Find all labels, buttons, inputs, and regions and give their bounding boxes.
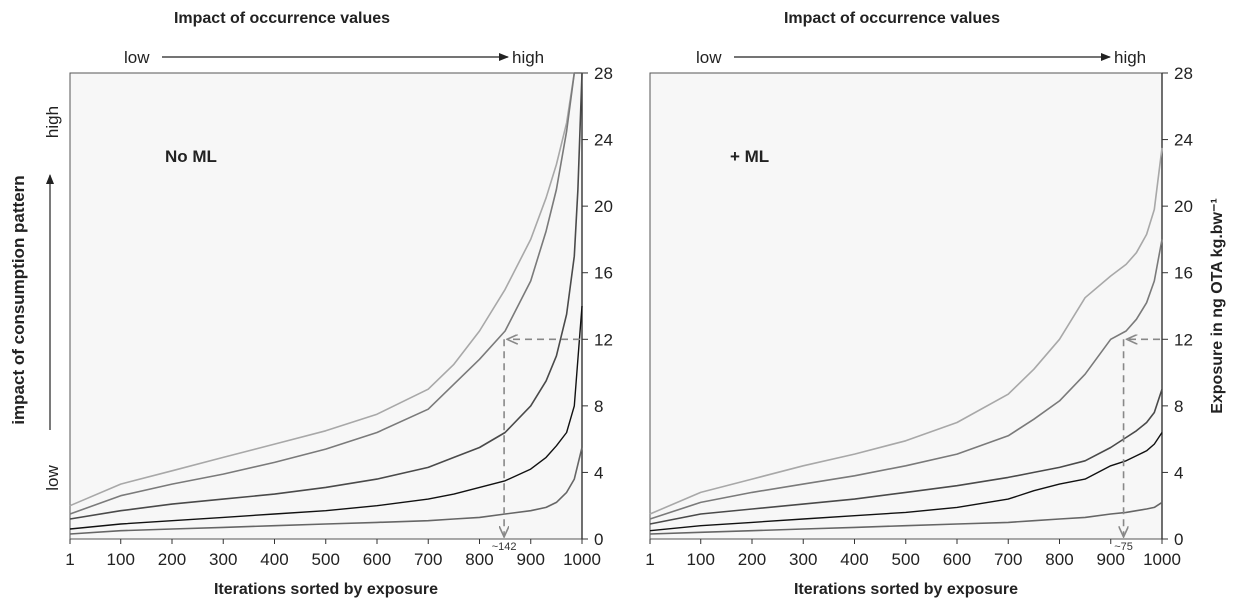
x-tick-label: 700 xyxy=(994,550,1022,569)
plot-area xyxy=(70,73,582,539)
panel-no-ml: Impact of occurrence values low high No ML 1… xyxy=(65,10,613,598)
y-tick-label: 4 xyxy=(594,463,603,482)
consumption-high-label: high xyxy=(43,106,62,138)
x-tick-label: 800 xyxy=(465,550,493,569)
x-tick-label: 900 xyxy=(517,550,545,569)
y-tick-label: 8 xyxy=(1174,397,1183,416)
x-tick-label: 1 xyxy=(65,550,74,569)
occurrence-high-label: high xyxy=(1114,48,1146,67)
x-tick-label: 100 xyxy=(107,550,135,569)
chart-title: Impact of occurrence values xyxy=(174,10,390,27)
y-tick-label: 16 xyxy=(594,264,613,283)
x-tick-label: 600 xyxy=(363,550,391,569)
consumption-axis: impact of consumption pattern low high xyxy=(9,106,62,491)
plot-area xyxy=(650,73,1162,539)
x-tick-label: 1000 xyxy=(563,550,601,569)
panel-label: No ML xyxy=(165,147,217,166)
y-tick-label: 24 xyxy=(594,131,613,150)
y-axis-label: Exposure in ng OTA kg.bw⁻¹ xyxy=(1209,198,1226,414)
annotation-label: ~142 xyxy=(492,541,517,553)
x-tick-label: 1 xyxy=(645,550,654,569)
y-tick-label: 4 xyxy=(1174,463,1183,482)
panel-label: + ML xyxy=(730,147,769,166)
x-tick-label: 400 xyxy=(840,550,868,569)
consumption-low-label: low xyxy=(43,465,62,491)
y-tick-label: 28 xyxy=(594,64,613,83)
y-tick-label: 24 xyxy=(1174,131,1193,150)
y-tick-label: 16 xyxy=(1174,264,1193,283)
x-tick-label: 400 xyxy=(260,550,288,569)
consumption-axis-label: impact of consumption pattern xyxy=(9,175,28,424)
y-tick-label: 8 xyxy=(594,397,603,416)
occurrence-high-label: high xyxy=(512,48,544,67)
x-tick-label: 200 xyxy=(158,550,186,569)
x-axis-label: Iterations sorted by exposure xyxy=(794,581,1018,598)
x-axis-label: Iterations sorted by exposure xyxy=(214,581,438,598)
x-tick-label: 300 xyxy=(789,550,817,569)
annotation-label: ~75 xyxy=(1114,541,1133,553)
x-tick-label: 300 xyxy=(209,550,237,569)
y-tick-label: 12 xyxy=(594,330,613,349)
x-tick-label: 1000 xyxy=(1143,550,1181,569)
y-tick-label: 0 xyxy=(1174,530,1183,549)
x-tick-label: 100 xyxy=(687,550,715,569)
x-tick-label: 600 xyxy=(943,550,971,569)
y-tick-label: 12 xyxy=(1174,330,1193,349)
x-tick-label: 200 xyxy=(738,550,766,569)
occurrence-low-label: low xyxy=(696,48,722,67)
chart-title: Impact of occurrence values xyxy=(784,10,1000,27)
x-tick-label: 500 xyxy=(892,550,920,569)
x-tick-label: 500 xyxy=(312,550,340,569)
y-tick-label: 20 xyxy=(1174,197,1193,216)
x-tick-label: 800 xyxy=(1045,550,1073,569)
occurrence-low-label: low xyxy=(124,48,150,67)
panel-plus-ml: Impact of occurrence values low high + ML 1 1… xyxy=(645,10,1226,598)
y-tick-label: 20 xyxy=(594,197,613,216)
y-tick-label: 0 xyxy=(594,530,603,549)
x-tick-label: 700 xyxy=(414,550,442,569)
y-tick-label: 28 xyxy=(1174,64,1193,83)
